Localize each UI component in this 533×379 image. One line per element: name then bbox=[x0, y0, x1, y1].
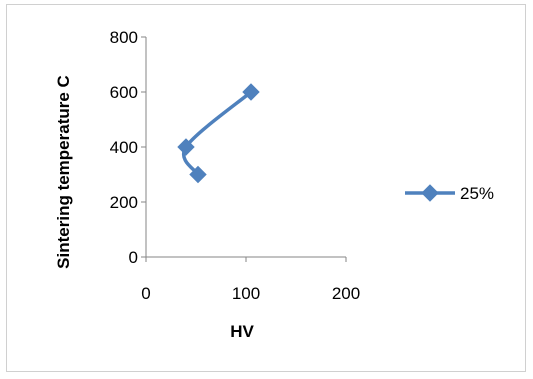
y-tick-label: 600 bbox=[110, 83, 138, 102]
legend-marker bbox=[421, 184, 439, 202]
tick-labels: 0 200 400 600 800 0 100 200 bbox=[110, 28, 361, 303]
series-group bbox=[177, 83, 260, 184]
x-tick-label: 100 bbox=[232, 284, 260, 303]
series-line bbox=[182, 90, 253, 176]
data-point-marker bbox=[177, 138, 195, 156]
legend: 25% bbox=[405, 184, 494, 203]
y-tick-label: 400 bbox=[110, 138, 138, 157]
x-tick-label: 200 bbox=[332, 284, 360, 303]
x-tick-label: 0 bbox=[141, 284, 150, 303]
data-point-marker bbox=[189, 165, 207, 184]
y-tick-label: 800 bbox=[110, 28, 138, 47]
axes bbox=[141, 36, 347, 262]
chart-frame bbox=[6, 4, 526, 372]
y-tick-label: 200 bbox=[110, 193, 138, 212]
y-tick-label: 0 bbox=[129, 248, 138, 267]
x-axis-label: HV bbox=[230, 322, 254, 341]
legend-label: 25% bbox=[460, 184, 494, 203]
y-axis-label: Sintering temperature C bbox=[54, 75, 73, 269]
data-point-marker bbox=[242, 83, 260, 101]
